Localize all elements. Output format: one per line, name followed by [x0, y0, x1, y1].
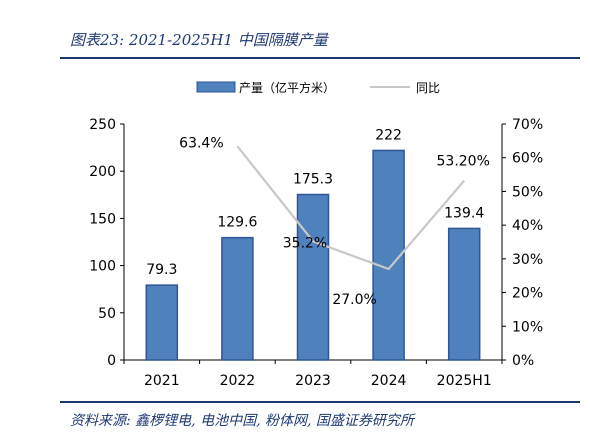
bar: [221, 236, 254, 361]
left-tick-label: 200: [89, 164, 116, 180]
x-tick-label: 2022: [220, 373, 256, 389]
right-tick-label: 0%: [512, 353, 534, 369]
legend-line-label: 同比: [416, 81, 440, 95]
line-value-label: 63.4%: [179, 135, 223, 151]
x-tick-label: 2025H1: [437, 373, 492, 389]
bar-value-label: 79.3: [146, 262, 177, 278]
bar-value-label: 139.4: [444, 205, 484, 221]
right-tick-label: 50%: [512, 184, 543, 200]
bar-value-label: 222: [375, 127, 402, 143]
line-value-label: 27.0%: [332, 292, 376, 308]
left-tick-label: 250: [89, 117, 116, 133]
bar-value-label: 129.6: [217, 215, 257, 231]
bar: [145, 284, 179, 361]
figure-title: 图表23: 2021-2025H1 中国隔膜产量: [70, 31, 328, 49]
left-tick-label: 0: [107, 353, 116, 369]
left-tick-label: 150: [89, 211, 116, 227]
left-tick-label: 100: [89, 259, 116, 275]
x-tick-label: 2021: [144, 373, 180, 389]
right-tick-label: 60%: [512, 151, 543, 167]
legend-bar-swatch: [196, 81, 236, 93]
line-value-label: 53.20%: [437, 154, 490, 170]
yoy-line: [236, 145, 466, 271]
title-rule: [60, 57, 580, 59]
right-tick-label: 10%: [512, 319, 543, 335]
right-tick-label: 70%: [512, 117, 543, 133]
right-tick-label: 40%: [512, 218, 543, 234]
bar-value-label: 175.3: [293, 172, 333, 188]
source-rule: [60, 401, 580, 403]
right-tick-label: 20%: [512, 286, 543, 302]
bar: [447, 227, 481, 361]
left-tick-label: 50: [98, 306, 116, 322]
x-tick-label: 2024: [371, 373, 407, 389]
source-note: 资料来源: 鑫椤锂电, 电池中国, 粉体网, 国盛证券研究所: [70, 413, 414, 429]
legend-bar-label: 产量（亿平方米）: [239, 80, 335, 95]
bar: [296, 193, 330, 361]
right-tick-label: 30%: [512, 252, 543, 268]
x-tick-label: 2023: [295, 373, 331, 389]
line-value-label: 35.2%: [283, 235, 327, 251]
